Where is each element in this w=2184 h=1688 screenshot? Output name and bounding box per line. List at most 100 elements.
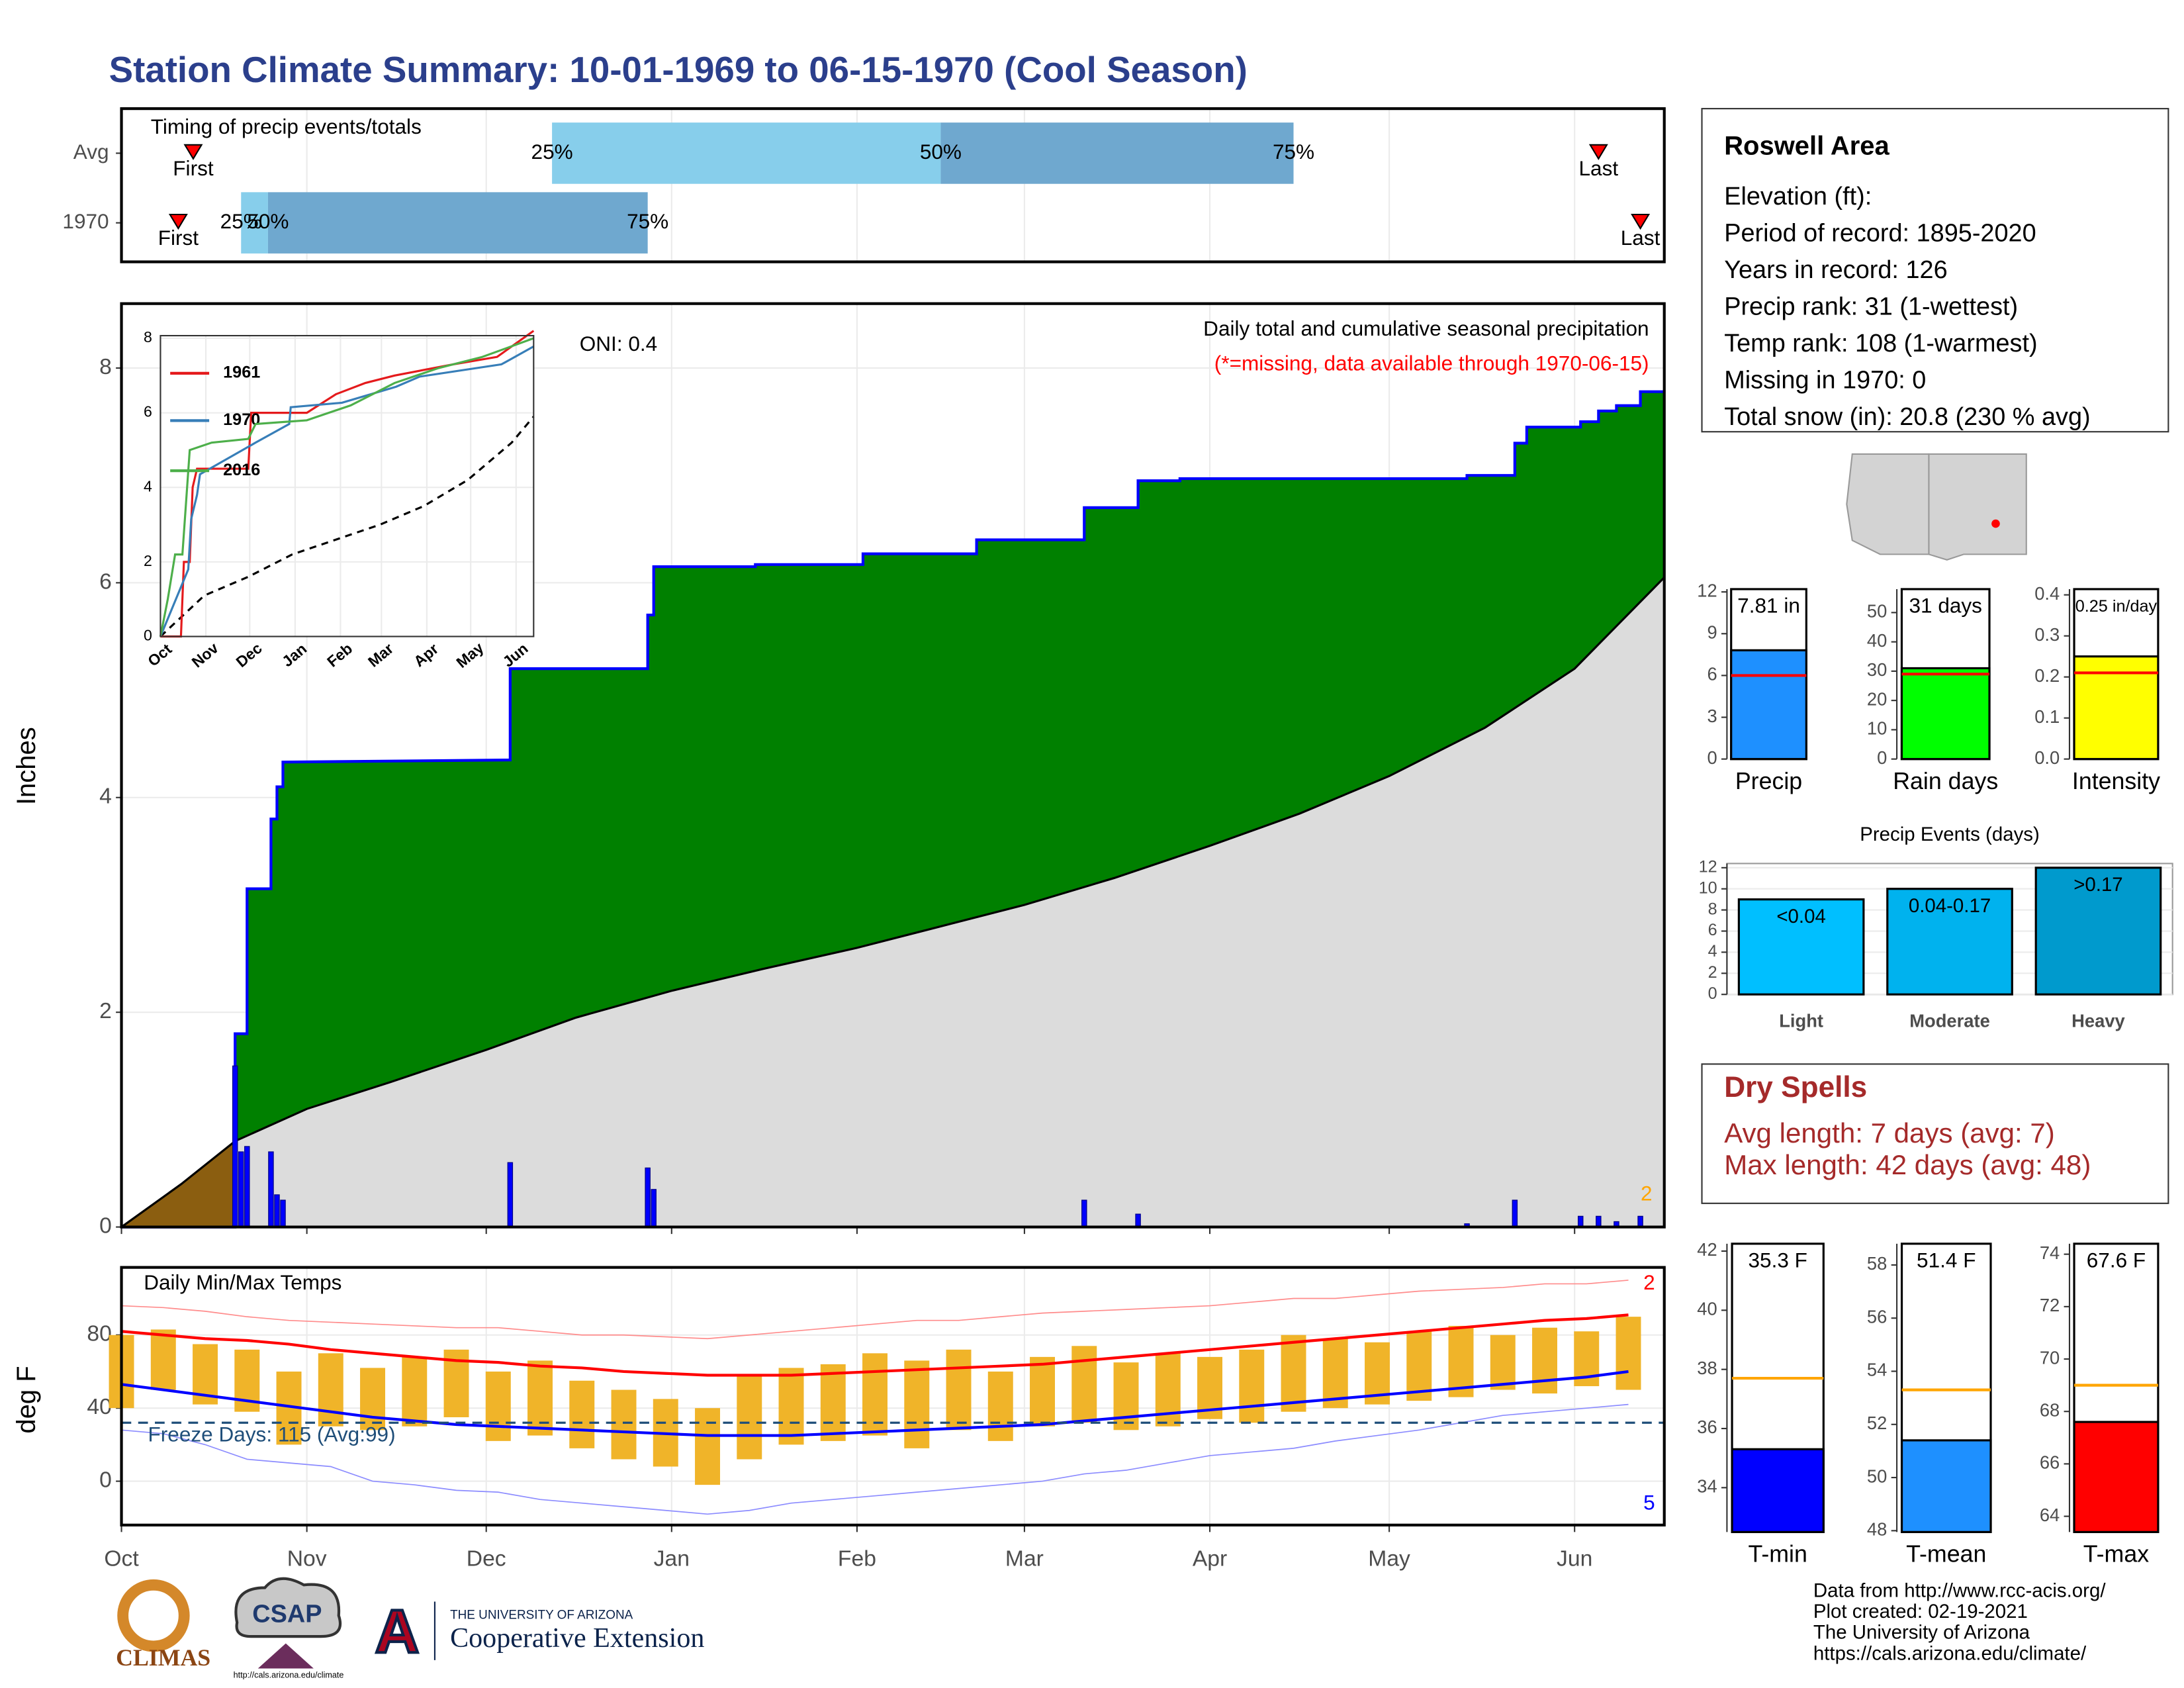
temp-bar [1448, 1325, 1474, 1397]
temp-bar [318, 1353, 343, 1427]
panel-frame [120, 1266, 1666, 1526]
y-tick-label: 2 [1708, 963, 1717, 982]
y-tick-label: 6 [1708, 921, 1717, 939]
quantile-label: 25% [531, 140, 573, 164]
y-tick-label: 0.4 [2034, 583, 2060, 604]
value-label: 0.04-0.17 [1909, 895, 1991, 917]
panel-title: Precip Events (days) [1860, 823, 2040, 845]
x-tick-label: Jun [499, 639, 531, 670]
y-tick-label: 10 [1699, 878, 1717, 897]
legend-label: 2016 [223, 461, 260, 479]
y-tick-label: 74 [2040, 1243, 2060, 1263]
y-tick-label: 50 [1867, 601, 1887, 622]
dry-spell-lines: Avg length: 7 days (avg: 7)Max length: 4… [1724, 1117, 2091, 1180]
freeze-label: Freeze Days: 115 (Avg:99) [148, 1423, 396, 1446]
daily-bar [238, 1151, 244, 1228]
csap-cloud [234, 1577, 342, 1638]
y-tick-label: 0.0 [2034, 747, 2060, 768]
dry-spell-line: Avg length: 7 days (avg: 7) [1724, 1117, 2055, 1149]
inset-frame [159, 335, 535, 637]
daily-bar [1081, 1199, 1087, 1228]
temp-bar [485, 1371, 511, 1441]
footer-line: The University of Arizona [1813, 1622, 2030, 1644]
row-label: 1970 [62, 209, 109, 233]
row-label: Avg [73, 140, 109, 164]
x-tick-label: Dec [467, 1546, 506, 1571]
info-line: Precip rank: 31 (1-wettest) [1724, 293, 2018, 320]
y-tick-label: 3 [1707, 706, 1717, 726]
temp-bar [1113, 1362, 1139, 1430]
daily-bar [645, 1167, 651, 1228]
series-line [159, 346, 535, 637]
y-tick-label: 36 [1697, 1417, 1717, 1437]
value-label: 7.81 in [1737, 594, 1800, 618]
quantile-label: 75% [627, 209, 668, 233]
avg-min-line [121, 1370, 1629, 1437]
y-tick-label: 4 [1708, 942, 1717, 961]
y-tick-label: 38 [1697, 1358, 1717, 1378]
logos: CLIMAS CSAP http://cals.arizona.edu/clim… [116, 1577, 704, 1679]
dry-spell-line: Max length: 42 days (avg: 48) [1724, 1149, 2091, 1180]
bar [1730, 649, 1807, 761]
series-line [160, 330, 535, 638]
x-tick-label: Mar [1005, 1546, 1044, 1571]
daily-bar [1637, 1215, 1643, 1228]
quantile-label: 75% [1273, 140, 1314, 164]
oni-label: ONI: 0.4 [580, 332, 657, 355]
x-tick-label: Jun [1557, 1546, 1592, 1571]
corner-label: 5 [1643, 1491, 1655, 1515]
quantile-label: 25% [220, 209, 262, 233]
average-area [121, 577, 1664, 1227]
y-tick-label: 10 [1867, 718, 1887, 739]
y-tick-label: 0 [99, 1213, 112, 1238]
info-line: Total snow (in): 20.8 (230 % avg) [1724, 403, 2090, 431]
y-tick-label: 0.2 [2034, 665, 2060, 686]
temp-bar [527, 1360, 553, 1436]
quartile-bar [241, 192, 268, 254]
event-marker [1588, 144, 1608, 160]
y-tick-label: 8 [99, 355, 112, 379]
event-marker [183, 144, 203, 160]
temp-bar [987, 1371, 1013, 1441]
map-state [1928, 453, 2027, 561]
temp-bar [1406, 1331, 1432, 1401]
y-tick-label: 6 [1707, 664, 1717, 684]
avg-max-line [121, 1313, 1629, 1377]
y-tick-label: 2 [144, 552, 152, 569]
temp-bar [1532, 1327, 1557, 1394]
temp-bar [1615, 1317, 1641, 1390]
info-lines: Elevation (ft): Period of record: 1895-20… [1724, 183, 2090, 431]
csap-mountain [257, 1643, 314, 1669]
x-tick-label: Feb [838, 1546, 876, 1571]
daily-bar [1512, 1199, 1518, 1228]
bar [1900, 667, 1991, 761]
bar [2073, 1421, 2160, 1533]
map-state [1846, 453, 1930, 555]
x-tick-label: Oct [104, 1546, 139, 1571]
x-tick-label: Intensity [2072, 768, 2160, 794]
record-high-line [121, 1280, 1629, 1340]
event-marker [168, 213, 188, 230]
daily-bar [1577, 1215, 1584, 1228]
quartile-bar [267, 192, 648, 254]
x-tick-label: Apr [410, 640, 441, 671]
y-tick-label: 58 [1867, 1253, 1887, 1274]
record-low-line [121, 1403, 1629, 1515]
info-line: Years in record: 126 [1724, 256, 1947, 284]
y-tick-label: 80 [87, 1322, 111, 1346]
page-title: Station Climate Summary: 10-01-1969 to 0… [109, 49, 1248, 90]
temp-bar [1322, 1338, 1348, 1409]
daily-bar [244, 1146, 250, 1228]
footer-line: Data from http://www.rcc-acis.org/ [1813, 1580, 2106, 1602]
x-tick-label: T-min [1749, 1541, 1807, 1568]
csap-url: http://cals.arizona.edu/climate [234, 1670, 344, 1679]
temp-bar [360, 1368, 386, 1430]
y-tick-label: 66 [2040, 1452, 2060, 1473]
temp-bar [737, 1375, 762, 1460]
panel-title: Daily total and cumulative seasonal prec… [1203, 316, 1649, 340]
bar [2034, 867, 2162, 996]
temp-bar [611, 1389, 637, 1460]
observed-line [121, 390, 1664, 1229]
temp-bar [820, 1364, 846, 1441]
temp-bar [695, 1408, 721, 1485]
